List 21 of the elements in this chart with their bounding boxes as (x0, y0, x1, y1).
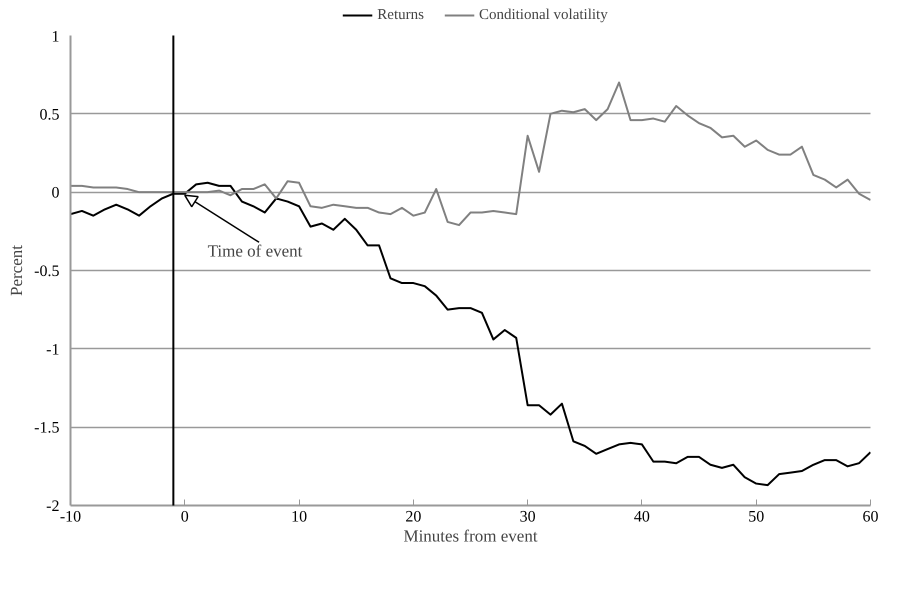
y-tick-label: -0.5 (34, 263, 60, 280)
annotation: Time of event (208, 241, 303, 260)
x-tick-label: 40 (634, 508, 650, 526)
y-tick-label: -1 (46, 341, 60, 358)
y-tick-label: 1 (52, 28, 60, 46)
y-tick-label: -2 (46, 498, 60, 515)
x-tick-label: 60 (862, 508, 878, 526)
y-tick-label: 0 (52, 184, 60, 202)
y-tick-label: 0.5 (40, 106, 60, 124)
x-tick-label: 10 (291, 508, 308, 526)
x-tick-label: 30 (520, 508, 536, 526)
legend-label: Returns (377, 6, 424, 24)
line-series (70, 82, 870, 226)
x-tick-label: -10 (60, 508, 82, 526)
y-axis-title: Percent (7, 244, 26, 296)
y-tick-label: -1.5 (34, 420, 60, 437)
legend-label: Conditional volatility (478, 6, 608, 24)
x-axis-title: Minutes from event (403, 526, 538, 546)
x-tick-label: 50 (748, 508, 764, 526)
x-tick-label: 0 (180, 508, 189, 526)
x-tick-label: 20 (405, 508, 422, 526)
